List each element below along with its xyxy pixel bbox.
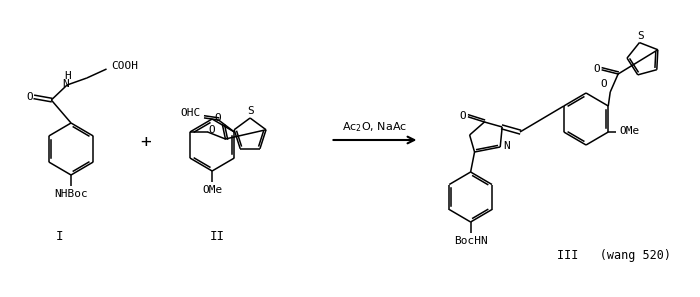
Text: N: N: [63, 79, 69, 89]
Text: O: O: [208, 125, 215, 135]
Text: O: O: [26, 92, 33, 102]
Text: O: O: [459, 111, 466, 121]
Text: $\mathregular{Ac_2O}$, NaAc: $\mathregular{Ac_2O}$, NaAc: [342, 120, 407, 134]
Text: OHC: OHC: [181, 108, 201, 118]
Text: O: O: [214, 113, 221, 123]
Text: I: I: [55, 230, 63, 244]
Text: COOH: COOH: [111, 61, 138, 71]
Text: N: N: [504, 141, 510, 151]
Text: III   (wang 520): III (wang 520): [557, 249, 671, 261]
Text: S: S: [248, 106, 255, 116]
Text: NHBoc: NHBoc: [54, 189, 88, 199]
Text: II: II: [209, 230, 225, 244]
Text: OMe: OMe: [620, 126, 640, 136]
Text: O: O: [600, 79, 607, 89]
Text: S: S: [637, 31, 644, 41]
Text: OMe: OMe: [202, 185, 222, 195]
Text: H: H: [64, 71, 71, 81]
Text: +: +: [141, 133, 151, 151]
Text: O: O: [593, 64, 600, 74]
Text: BocHN: BocHN: [454, 236, 487, 246]
